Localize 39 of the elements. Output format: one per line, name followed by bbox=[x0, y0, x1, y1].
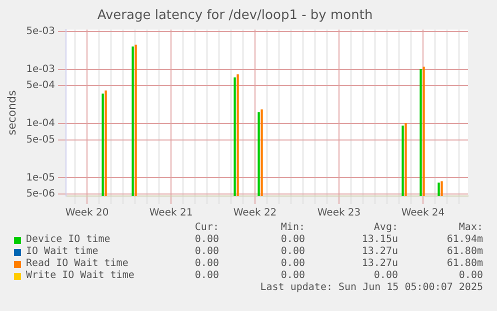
y-tick-label: 5e-05 bbox=[26, 134, 56, 146]
text: 13.27u bbox=[362, 258, 398, 270]
x-tick-label: Week 22 bbox=[233, 208, 277, 219]
y-tick-label: 1e-03 bbox=[26, 64, 56, 75]
text: Max: bbox=[458, 222, 483, 234]
x-tick-label: Week 21 bbox=[149, 208, 193, 219]
x-tick-label: Week 24 bbox=[401, 208, 445, 219]
y-tick-label: 5e-06 bbox=[26, 188, 56, 200]
y-tick-label: 1e-05 bbox=[26, 172, 56, 184]
y-tick-label: 1e-04 bbox=[26, 118, 56, 130]
text: 0.00 bbox=[194, 270, 219, 282]
text: 61.94m bbox=[446, 234, 483, 246]
y-axis-title: seconds bbox=[5, 90, 18, 136]
x-tick-label: Week 23 bbox=[317, 208, 361, 219]
text: 0.00 bbox=[280, 270, 305, 282]
text: 0.00 bbox=[280, 246, 305, 258]
text: 0.00 bbox=[458, 270, 483, 282]
text: Last update: Sun Jun 15 05:00:07 2025 bbox=[260, 282, 483, 294]
text: Cur: bbox=[194, 222, 219, 234]
y-tick-label: 5e-03 bbox=[26, 26, 56, 38]
text: 0.00 bbox=[280, 234, 305, 246]
text: Min: bbox=[280, 222, 305, 234]
legend-label: Device IO time bbox=[26, 234, 110, 246]
x-tick-label: Week 20 bbox=[65, 208, 109, 219]
text: Avg: bbox=[374, 222, 398, 234]
text: 0.00 bbox=[194, 246, 219, 258]
text: 13.27u bbox=[362, 246, 398, 258]
legend-label: Read IO Wait time bbox=[26, 258, 128, 270]
text: 0.00 bbox=[280, 258, 305, 270]
text: 13.15u bbox=[362, 234, 398, 246]
legend-label: IO Wait time bbox=[26, 246, 98, 258]
text: 61.80m bbox=[446, 246, 483, 258]
chart-title: Average latency for /dev/loop1 - by month bbox=[97, 8, 373, 24]
text: 0.00 bbox=[374, 270, 398, 282]
legend-label: Write IO Wait time bbox=[26, 270, 134, 282]
text: 0.00 bbox=[194, 234, 219, 246]
y-tick-label: 5e-04 bbox=[26, 80, 56, 92]
text: 0.00 bbox=[194, 258, 219, 270]
text: 61.80m bbox=[446, 258, 483, 270]
